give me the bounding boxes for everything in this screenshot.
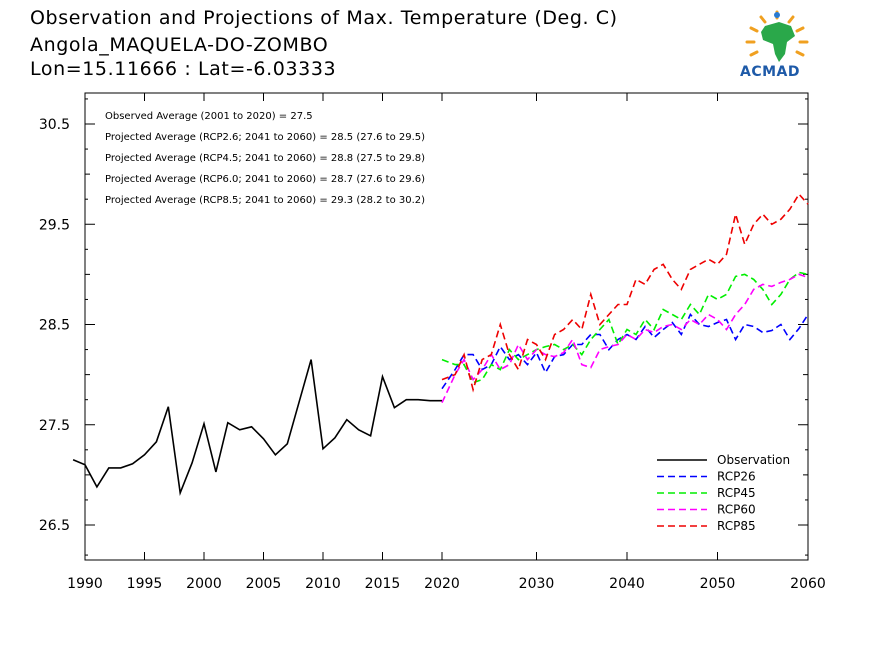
logo-text: ACMAD	[740, 64, 800, 80]
series-line-rcp85	[441, 192, 809, 393]
x-tick-label: 2040	[609, 576, 645, 592]
plot-frame	[84, 92, 809, 561]
series-line-rcp60	[441, 273, 809, 404]
series-line-rcp45	[441, 271, 809, 384]
x-tick-label: 2060	[790, 576, 826, 592]
legend-label: RCP26	[717, 470, 756, 484]
legend-label: RCP45	[717, 486, 756, 500]
average-annotation: Projected Average (RCP6.0; 2041 to 2060)…	[105, 174, 425, 185]
y-tick-label: 30.5	[39, 117, 70, 133]
legend-label: RCP60	[717, 503, 756, 517]
y-tick-label: 27.5	[39, 418, 70, 434]
average-annotation: Projected Average (RCP2.6; 2041 to 2060)…	[105, 132, 425, 143]
chart-title-coordinates: Lon=15.11666 : Lat=-6.03333	[30, 58, 337, 80]
x-tick-label: 1990	[67, 576, 103, 592]
x-tick-label: 2005	[246, 576, 282, 592]
legend-label: Observation	[717, 453, 790, 467]
average-annotation: Projected Average (RCP4.5; 2041 to 2060)…	[105, 153, 425, 164]
africa-logo-icon	[735, 8, 819, 84]
legend-label: RCP85	[717, 519, 756, 533]
series-line-observation	[72, 359, 442, 497]
x-tick-label: 2000	[186, 576, 222, 592]
x-tick-label: 2050	[700, 576, 736, 592]
average-annotation: Projected Average (RCP8.5; 2041 to 2060)…	[105, 195, 425, 206]
x-tick-label: 2010	[305, 576, 341, 592]
chart-title-station: Angola_MAQUELA-DO-ZOMBO	[30, 34, 329, 56]
y-tick-label: 29.5	[39, 217, 70, 233]
y-tick-label: 26.5	[39, 518, 70, 534]
series-line-rcp26	[441, 313, 809, 390]
chart-title-line1: Observation and Projections of Max. Temp…	[30, 7, 618, 29]
y-tick-label: 28.5	[39, 318, 70, 334]
average-annotation: Observed Average (2001 to 2020) = 27.5	[105, 111, 313, 122]
x-tick-label: 2020	[424, 576, 460, 592]
x-tick-label: 2015	[365, 576, 401, 592]
x-tick-label: 2030	[519, 576, 555, 592]
x-tick-label: 1995	[127, 576, 163, 592]
